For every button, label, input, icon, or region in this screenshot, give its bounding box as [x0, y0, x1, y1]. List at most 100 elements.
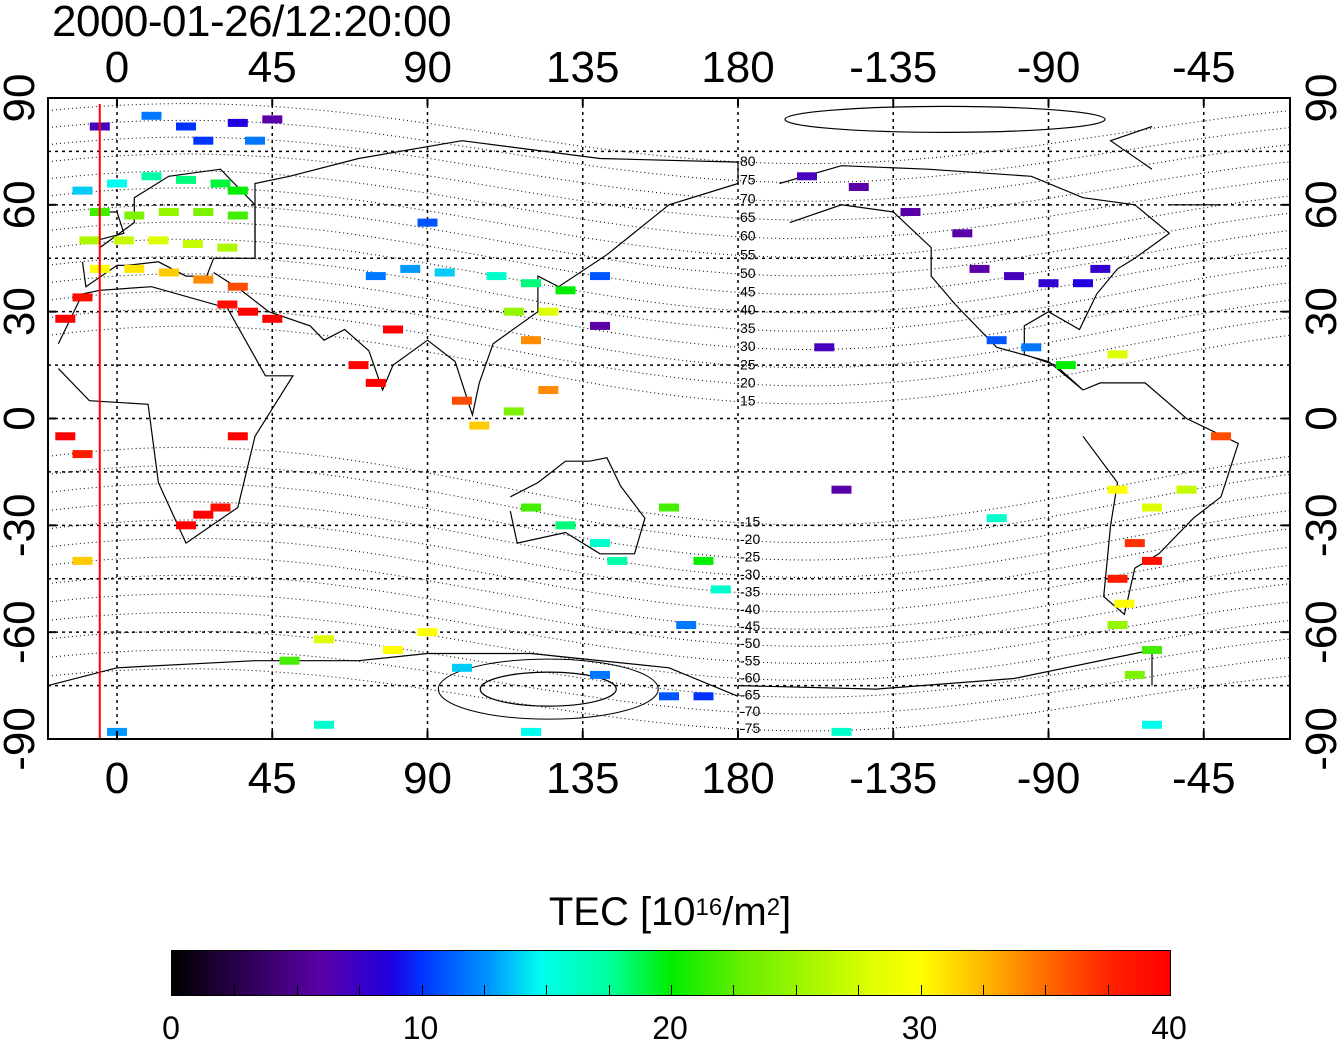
magnetic-latitude-label: -65: [740, 686, 760, 702]
colorbar-title-mid: /m: [722, 890, 767, 934]
tec-point: [1073, 279, 1093, 288]
tec-point: [314, 635, 334, 644]
tec-point: [365, 378, 386, 387]
tec-point: [1114, 599, 1135, 608]
tec-point: [238, 307, 259, 316]
colorbar-tick-label: 20: [652, 1010, 688, 1046]
magnetic-latitude-label: 80: [740, 153, 756, 169]
tec-point: [831, 485, 852, 494]
magnetic-latitude-labels: 80 75 70 65 60 55 50 45 40 35 30 25 20 15 -15-20 -25-30…: [740, 153, 760, 736]
magnetic-latitude-label: 15: [740, 393, 756, 409]
magnetic-pole-ring: [784, 105, 1106, 133]
tec-point: [1124, 539, 1145, 548]
colorbar-tick: [1107, 985, 1109, 995]
tec-point: [55, 432, 76, 441]
colorbar-tick: [982, 985, 984, 995]
tec-point: [538, 386, 559, 394]
tec-point: [148, 236, 169, 245]
lat-tick-label-right: 90: [1297, 74, 1340, 123]
tec-point: [1142, 646, 1162, 654]
tec-point: [986, 514, 1007, 523]
colorbar-tick: [858, 985, 860, 995]
lat-tick-label-left: 30: [0, 287, 44, 336]
tec-point: [158, 268, 179, 277]
tec-point: [279, 656, 300, 665]
tec-point: [1038, 279, 1059, 288]
magnetic-latitude-label: 40: [740, 302, 756, 318]
magnetic-latitude-label: 55: [740, 246, 756, 262]
magnetic-latitude-label: 50: [740, 265, 756, 281]
colorbar-tick-label: 10: [402, 1010, 439, 1046]
tec-point: [986, 336, 1007, 345]
coastline: [509, 457, 646, 555]
magnetic-latitude-curve: [47, 136, 1291, 202]
coastline: [1082, 382, 1240, 616]
tec-point: [141, 111, 162, 120]
tec-point: [1107, 350, 1128, 359]
magnetic-latitude-label: -20: [740, 531, 760, 547]
tec-point: [72, 450, 93, 459]
coastline: [81, 168, 256, 288]
tec-point: [79, 236, 100, 245]
magnetic-latitude-label: -50: [740, 635, 760, 651]
tec-point: [348, 361, 369, 370]
lon-tick-label-top: 90: [403, 43, 452, 92]
colorbar-tick: [296, 985, 298, 995]
tec-point: [72, 186, 93, 195]
tec-point: [227, 211, 248, 220]
colorbar-title-sup1: 16: [695, 894, 723, 921]
tec-point: [486, 272, 507, 281]
tec-point: [503, 307, 524, 316]
magnetic-latitude-label: -70: [740, 703, 760, 719]
lat-tick-label-right: 0: [1297, 406, 1340, 430]
colorbar-tick: [733, 985, 735, 995]
tec-point: [383, 325, 403, 334]
tec-point: [590, 670, 610, 679]
colorbar-tick: [546, 985, 548, 995]
tec-point: [124, 264, 145, 273]
tec-point: [814, 343, 835, 352]
lon-tick-label-top: 45: [248, 43, 297, 92]
tec-point: [72, 293, 93, 302]
tec-point: [555, 521, 576, 530]
tec-point: [452, 396, 472, 405]
tec-point: [1142, 720, 1162, 729]
tec-point: [227, 432, 248, 441]
tec-point: [1090, 264, 1111, 273]
lon-tick-label-bottom: -135: [849, 754, 937, 803]
colorbar-tick: [920, 985, 922, 995]
tec-point: [538, 307, 559, 316]
magnetic-latitude-label: 35: [740, 320, 756, 336]
lat-tick-label-right: 30: [1297, 287, 1340, 336]
lat-tick-label-right: -90: [1297, 707, 1340, 771]
lon-tick-label-bottom: 0: [105, 754, 129, 803]
tec-point: [176, 122, 196, 131]
tec-point: [452, 663, 472, 672]
tec-point: [1021, 343, 1042, 352]
colorbar-tick: [608, 985, 610, 995]
axis-ticks: [48, 97, 1290, 740]
magnetic-latitude-label: -30: [740, 566, 760, 582]
tec-point: [124, 211, 145, 220]
lat-tick-label-left: 90: [0, 74, 44, 123]
magnetic-latitude-label: -75: [740, 720, 760, 736]
tec-point: [831, 727, 852, 736]
colorbar-tick: [421, 985, 423, 995]
lat-tick-label-right: 60: [1297, 180, 1340, 229]
tec-point: [262, 115, 283, 124]
tec-point: [227, 118, 248, 127]
magnetic-latitude-label: -60: [740, 669, 760, 685]
tec-point: [1004, 272, 1024, 281]
lat-tick-label-left: -30: [0, 494, 44, 558]
magnetic-latitude-label: -40: [740, 601, 760, 617]
tec-point: [952, 229, 973, 238]
tec-point: [1211, 432, 1231, 441]
lat-tick-label-left: 60: [0, 180, 44, 229]
magnetic-pole-ring: [479, 671, 617, 707]
tec-point: [417, 218, 438, 227]
tec-point: [900, 208, 921, 216]
tec-point: [400, 264, 421, 273]
magnetic-latitude-label: 20: [740, 375, 756, 391]
lat-tick-label-right: -30: [1297, 494, 1340, 558]
lon-tick-label-top: 180: [701, 43, 774, 92]
